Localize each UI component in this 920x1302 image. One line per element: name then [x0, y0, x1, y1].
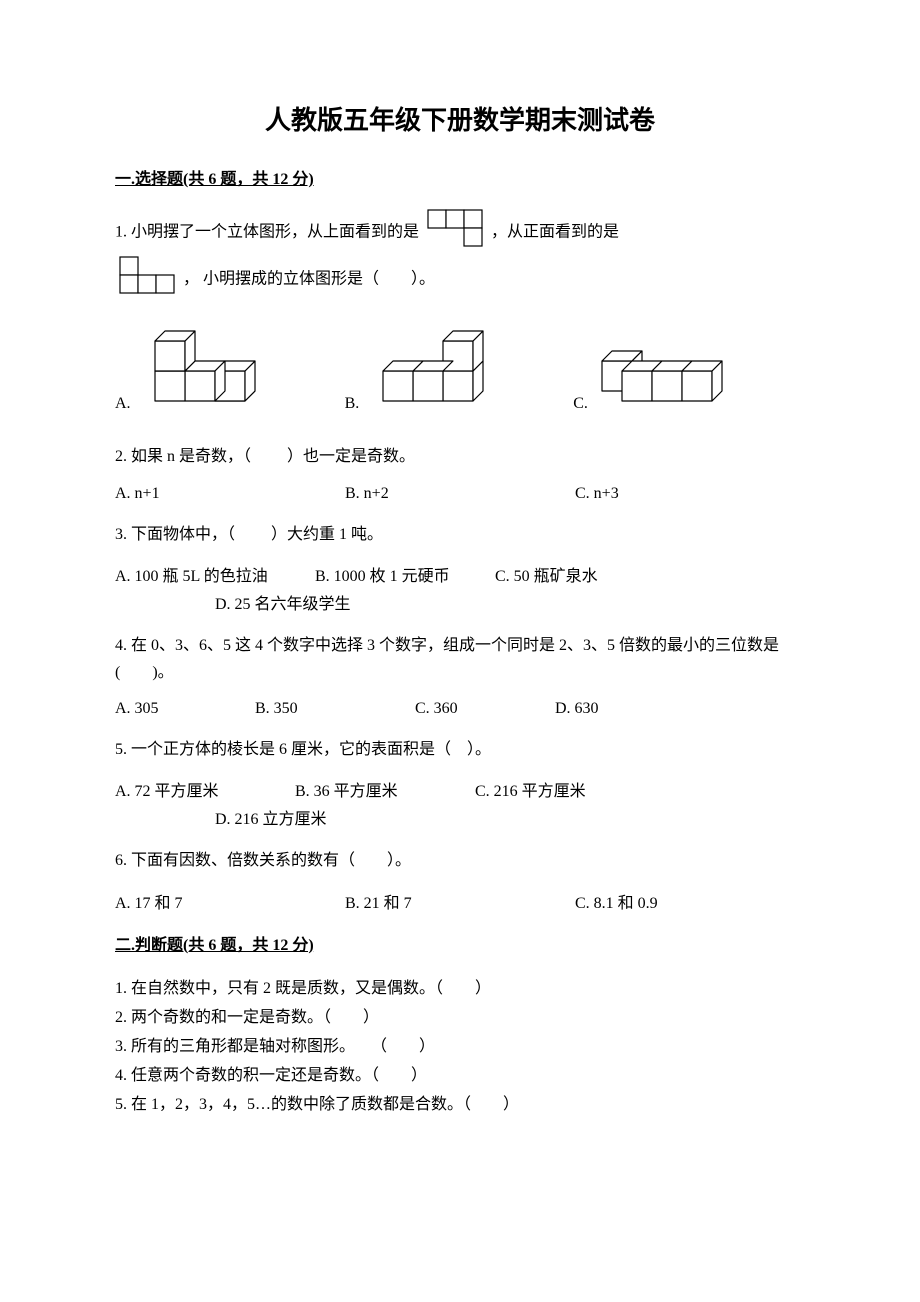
tf-5: 5. 在 1，2，3，4，5…的数中除了质数都是合数。（ ）: [115, 1091, 805, 1118]
q3-opt-a: A. 100 瓶 5L 的色拉油: [115, 562, 315, 586]
question-5: 5. 一个正方体的棱长是 6 厘米，它的表面积是（ ）。: [115, 736, 805, 763]
q4-opt-c: C. 360: [415, 700, 555, 718]
q1-option-a-label: A.: [115, 395, 131, 413]
cube-figure-c: [592, 333, 732, 413]
question-3: 3. 下面物体中，（ ）大约重 1 吨。: [115, 521, 805, 548]
q1-option-b: B.: [345, 323, 494, 413]
cube-figure-a: [135, 323, 265, 413]
q2-opt-c: C. n+3: [575, 485, 619, 503]
q1-option-c-label: C.: [573, 395, 588, 413]
cube-figure-b: [363, 323, 493, 413]
tf-2: 2. 两个奇数的和一定是奇数。（ ）: [115, 1004, 805, 1031]
q3-opt-c: C. 50 瓶矿泉水: [495, 562, 598, 586]
q4-opt-b: B. 350: [255, 700, 415, 718]
q6-opt-b: B. 21 和 7: [345, 889, 515, 913]
question-1: 1. 小明摆了一个立体图形，从上面看到的是 ，从正面看到的是: [115, 209, 805, 303]
q4-opt-d: D. 630: [555, 700, 599, 718]
q3-opt-d: D. 25 名六年级学生: [215, 590, 351, 614]
q3-options-row2: D. 25 名六年级学生: [115, 590, 805, 614]
tf-1: 1. 在自然数中，只有 2 既是质数，又是偶数。（ ）: [115, 975, 805, 1002]
q5-opt-a: A. 72 平方厘米: [115, 777, 295, 801]
q5-options-row2: D. 216 立方厘米: [115, 805, 805, 829]
q6-opt-a: A. 17 和 7: [115, 889, 285, 913]
q3-opt-b: B. 1000 枚 1 元硬币: [315, 562, 495, 586]
q1-option-a: A.: [115, 323, 265, 413]
q4-options: A. 305 B. 350 C. 360 D. 630: [115, 700, 805, 718]
page-title: 人教版五年级下册数学期末测试卷: [115, 100, 805, 137]
tf-3: 3. 所有的三角形都是轴对称图形。 （ ）: [115, 1033, 805, 1060]
q6-opt-c: C. 8.1 和 0.9: [575, 889, 658, 913]
q1-text-mid: ，从正面看到的是: [491, 223, 619, 240]
q1-front-view: [119, 256, 175, 303]
q5-opt-c: C. 216 平方厘米: [475, 777, 586, 801]
q1-option-b-label: B.: [345, 395, 360, 413]
q2-opt-a: A. n+1: [115, 485, 285, 503]
exam-page: 人教版五年级下册数学期末测试卷 一.选择题(共 6 题，共 12 分) 1. 小…: [0, 0, 920, 1180]
q5-opt-b: B. 36 平方厘米: [295, 777, 475, 801]
question-4: 4. 在 0、3、6、5 这 4 个数字中选择 3 个数字，组成一个同时是 2、…: [115, 632, 805, 686]
section-1-heading: 一.选择题(共 6 题，共 12 分): [115, 165, 805, 189]
question-6: 6. 下面有因数、倍数关系的数有（ ）。: [115, 847, 805, 874]
q1-text-post: ， 小明摆成的立体图形是（ ）。: [183, 270, 435, 287]
q4-opt-a: A. 305: [115, 700, 255, 718]
q1-top-view: [427, 209, 483, 256]
q1-options-row: A.: [115, 323, 805, 413]
q5-options-row1: A. 72 平方厘米 B. 36 平方厘米 C. 216 平方厘米: [115, 777, 805, 801]
q2-options: A. n+1 B. n+2 C. n+3: [115, 485, 805, 503]
q5-opt-d: D. 216 立方厘米: [215, 805, 327, 829]
question-2: 2. 如果 n 是奇数，（ ）也一定是奇数。: [115, 443, 805, 470]
q3-options-row1: A. 100 瓶 5L 的色拉油 B. 1000 枚 1 元硬币 C. 50 瓶…: [115, 562, 805, 586]
q6-options: A. 17 和 7 B. 21 和 7 C. 8.1 和 0.9: [115, 889, 805, 913]
section-2-heading: 二.判断题(共 6 题，共 12 分): [115, 931, 805, 955]
tf-4: 4. 任意两个奇数的积一定还是奇数。（ ）: [115, 1062, 805, 1089]
q1-option-c: C.: [573, 333, 732, 413]
q1-text-pre: 1. 小明摆了一个立体图形，从上面看到的是: [115, 223, 419, 240]
q2-opt-b: B. n+2: [345, 485, 515, 503]
